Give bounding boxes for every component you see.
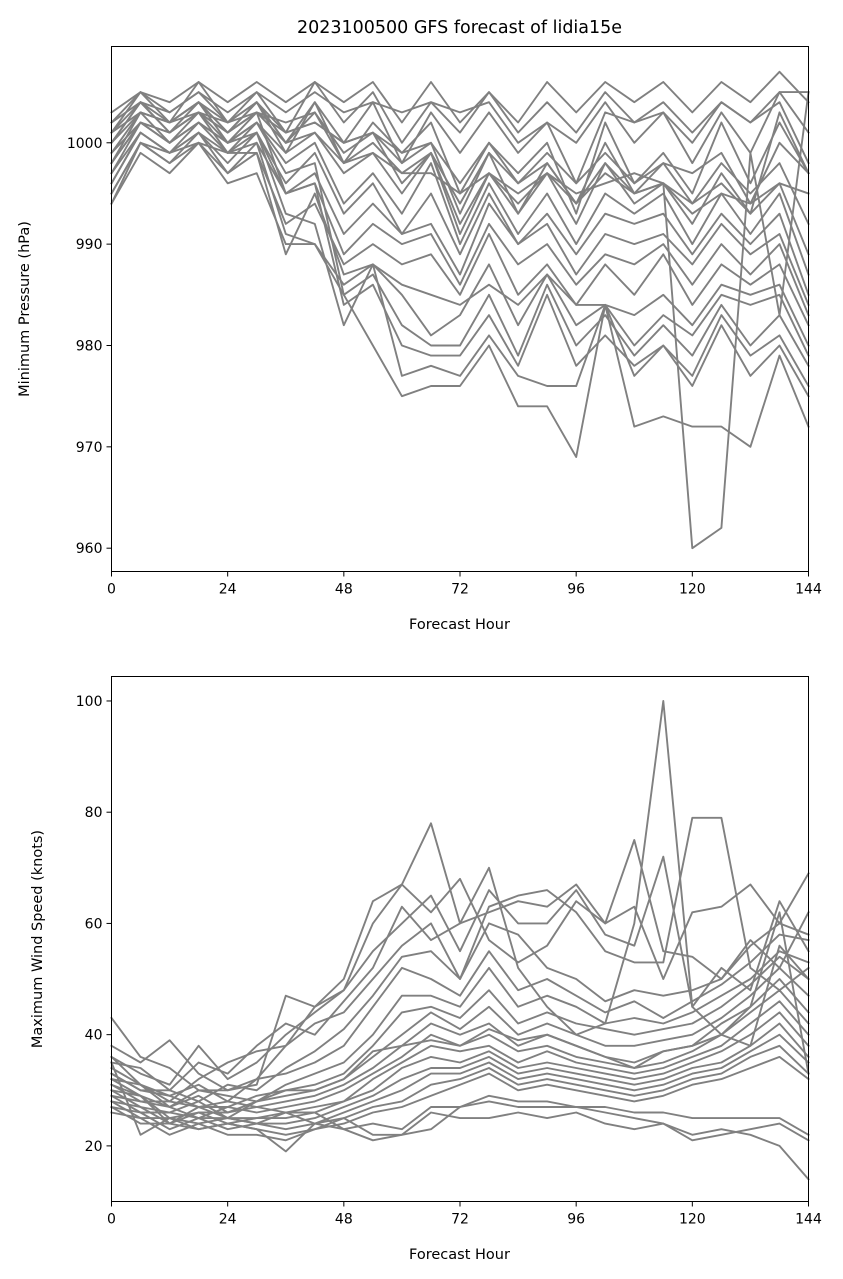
pressure-y-ticks: 960 970 980 990 1000 <box>67 136 112 557</box>
wind-x-tick-label: 0 <box>107 1212 116 1228</box>
pressure-x-tick-label: 0 <box>107 582 116 598</box>
wind-x-tick-label: 48 <box>335 1212 353 1228</box>
pressure-series-line-19 <box>110 131 810 458</box>
wind-series-line-8 <box>110 950 810 1108</box>
wind-series-line-22 <box>110 911 810 1114</box>
pressure-series-line-21 <box>110 101 810 215</box>
pressure-x-tick-label: 120 <box>679 582 706 598</box>
chart-title: 2023100500 GFS forecast of lidia15e <box>297 18 622 38</box>
wind-x-tick-label: 144 <box>795 1212 822 1228</box>
pressure-y-tick-label: 970 <box>76 440 103 456</box>
pressure-x-ticks: 0 24 48 72 96 120 144 <box>107 571 822 598</box>
pressure-y-tick-label: 960 <box>76 541 103 557</box>
wind-series-line-4 <box>110 872 810 1092</box>
pressure-series-line-18 <box>110 121 810 398</box>
wind-y-tick-label: 60 <box>85 916 103 932</box>
pressure-series-line-14 <box>110 141 810 347</box>
pressure-x-tick-label: 144 <box>795 582 822 598</box>
pressure-y-tick-label: 990 <box>76 237 103 253</box>
wind-series-line-16 <box>110 1033 810 1131</box>
pressure-x-axis-label: Forecast Hour <box>409 617 510 633</box>
wind-x-tick-label: 96 <box>567 1212 585 1228</box>
pressure-y-axis-label: Minimum Pressure (hPa) <box>17 221 33 397</box>
wind-series-line-3 <box>110 855 810 1086</box>
wind-series-line-6 <box>110 922 810 1103</box>
wind-y-tick-label: 40 <box>85 1028 103 1044</box>
wind-y-tick-label: 80 <box>85 805 103 821</box>
wind-series-line-18 <box>110 1055 810 1142</box>
pressure-series-line-22 <box>110 111 810 215</box>
pressure-x-tick-label: 24 <box>219 582 237 598</box>
wind-series-line-19 <box>110 1061 810 1181</box>
wind-y-tick-label: 100 <box>76 694 103 710</box>
wind-series-line-2 <box>110 839 810 1092</box>
wind-x-tick-label: 24 <box>219 1212 237 1228</box>
wind-x-ticks: 0 24 48 72 96 120 144 <box>107 1201 822 1228</box>
pressure-series-line-13 <box>110 141 810 327</box>
wind-x-axis-label: Forecast Hour <box>409 1247 510 1263</box>
pressure-y-tick-label: 980 <box>76 338 103 354</box>
pressure-y-tick-label: 1000 <box>67 136 103 152</box>
wind-series-group <box>110 700 810 1181</box>
wind-series-line-21 <box>110 1083 810 1137</box>
pressure-chart: 2023100500 GFS forecast of lidia15e 0 24 4… <box>17 18 822 633</box>
wind-y-axis-label: Maximum Wind Speed (knots) <box>30 830 46 1048</box>
pressure-x-tick-label: 72 <box>451 582 469 598</box>
wind-y-ticks: 20 40 60 80 100 <box>76 694 112 1155</box>
wind-chart: 0 24 48 72 96 120 144 20 40 60 80 100 Forecast Hou… <box>30 676 822 1263</box>
pressure-series-line-2 <box>110 91 810 134</box>
wind-x-tick-label: 72 <box>451 1212 469 1228</box>
pressure-series-group <box>110 70 810 550</box>
wind-y-tick-label: 20 <box>85 1139 103 1155</box>
pressure-x-tick-label: 96 <box>567 582 585 598</box>
pressure-series-line-11 <box>110 131 810 307</box>
wind-x-tick-label: 120 <box>679 1212 706 1228</box>
pressure-x-tick-label: 48 <box>335 582 353 598</box>
pressure-series-line-1 <box>110 70 810 124</box>
